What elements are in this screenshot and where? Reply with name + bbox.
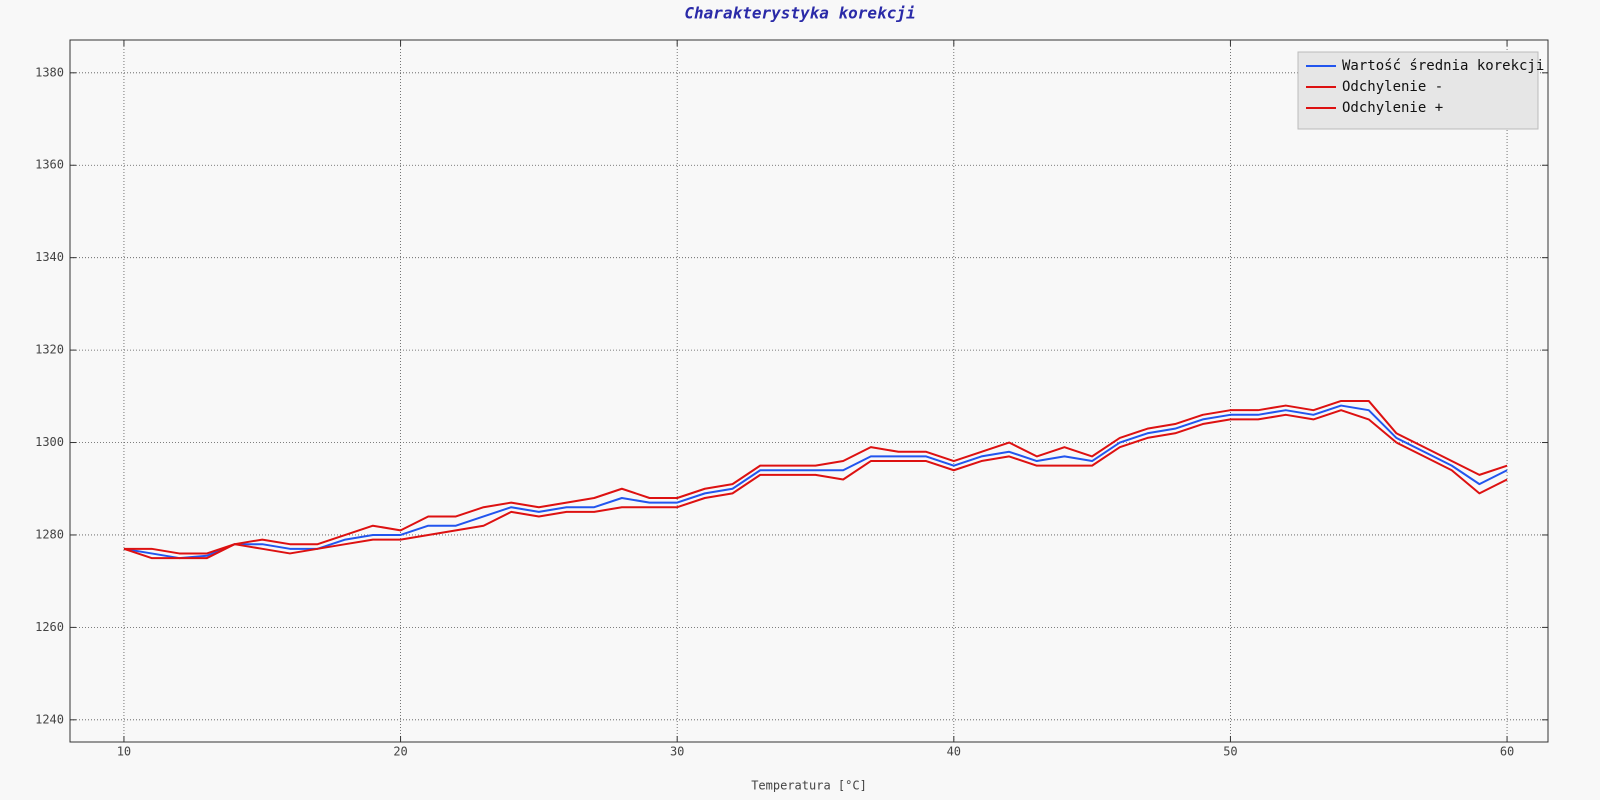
legend-label: Odchylenie -: [1342, 79, 1443, 95]
plot-frame: [69, 39, 1549, 743]
y-tick-label: 1240: [35, 712, 64, 726]
series-line: [123, 409, 1508, 560]
series-line: [123, 404, 1508, 560]
legend-label: Odchylenie +: [1342, 100, 1443, 116]
x-tick-label: 50: [1223, 745, 1237, 759]
chart-title: Charakterystyka korekcji: [684, 4, 915, 23]
x-tick-label: 40: [947, 745, 961, 759]
legend: Wartość średnia korekcji Odchylenie - Odch…: [1297, 51, 1544, 130]
legend-label: Wartość średnia korekcji: [1342, 58, 1544, 74]
x-tick-label: 30: [670, 745, 684, 759]
y-tick-label: 1300: [35, 435, 64, 449]
x-tick-label: 60: [1500, 745, 1514, 759]
y-tick-label: 1360: [35, 158, 64, 172]
x-tick-label: 10: [117, 745, 131, 759]
series-line: [123, 399, 1508, 555]
y-tick-label: 1320: [35, 343, 64, 357]
grid: [70, 40, 1548, 742]
x-tick-label: 20: [393, 745, 407, 759]
y-tick-label: 1280: [35, 527, 64, 541]
y-tick-label: 1260: [35, 620, 64, 634]
y-tick-label: 1380: [35, 65, 64, 79]
x-axis-label: Temperatura [°C]: [751, 779, 867, 793]
ticks: 10 20 30 40 50 60 1240 1260 1280 1300 1320 1340 1360…: [35, 40, 1548, 759]
legend-box: [1297, 51, 1539, 130]
lines: [123, 399, 1508, 560]
y-tick-label: 1340: [35, 250, 64, 264]
